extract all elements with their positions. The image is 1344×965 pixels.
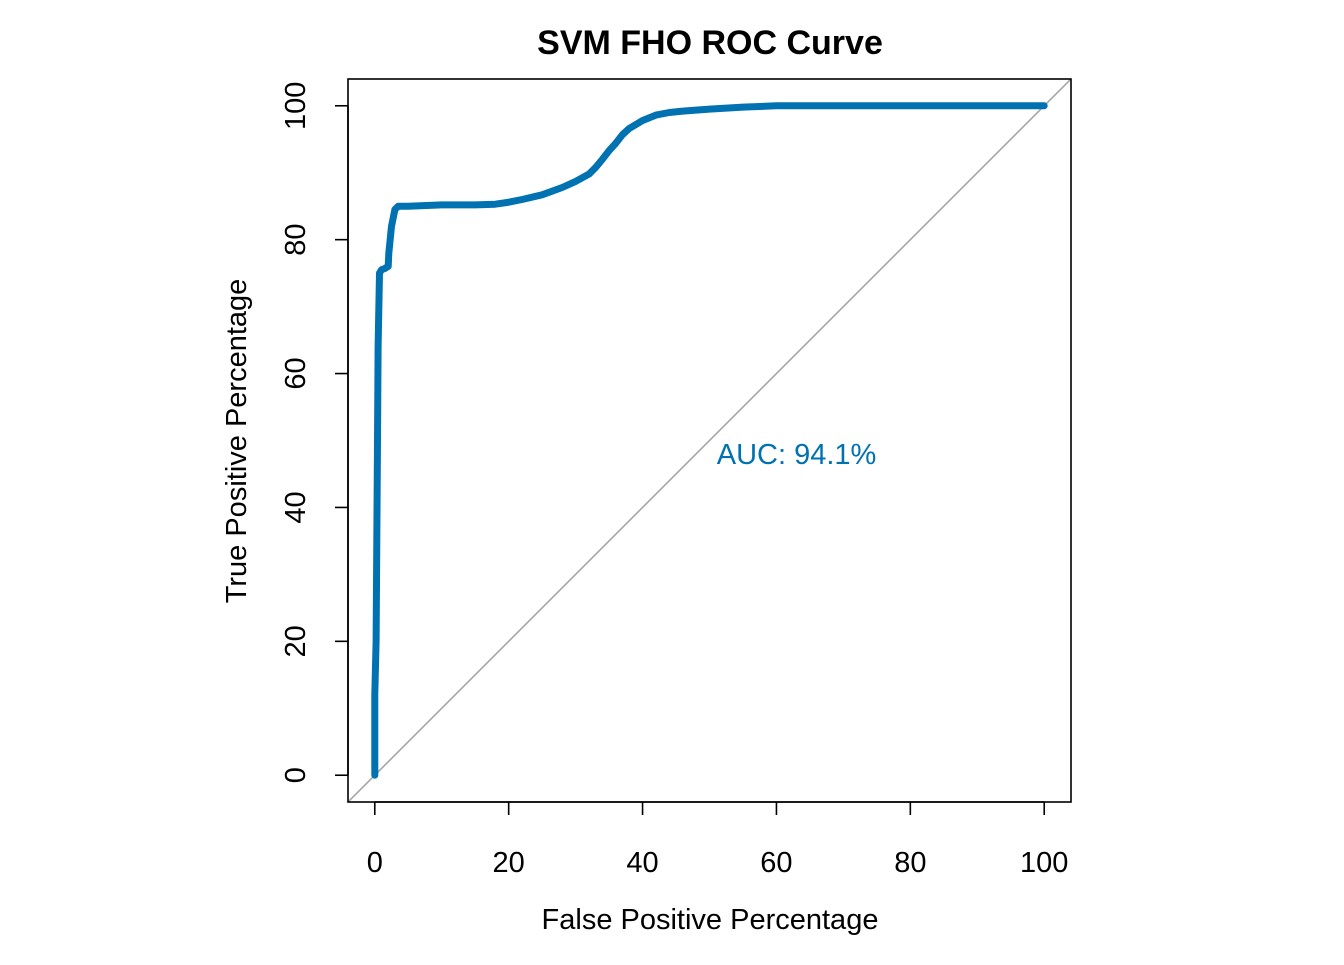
roc-curve-line <box>371 102 1048 779</box>
y-tick-label: 0 <box>280 767 312 783</box>
diagonal-layer <box>348 79 1071 802</box>
x-tick-label: 100 <box>1020 847 1068 879</box>
y-axis-label: True Positive Percentage <box>221 279 253 604</box>
y-tick-label: 60 <box>280 357 312 389</box>
chart-title: SVM FHO ROC Curve <box>537 24 883 62</box>
y-tick-label: 40 <box>280 491 312 523</box>
x-tick-label: 40 <box>626 847 658 879</box>
y-axis: 0 20 40 60 80 100 <box>280 82 349 783</box>
auc-annotation: AUC: 94.1% <box>717 439 877 471</box>
y-tick-label: 100 <box>280 82 312 130</box>
curve-layer <box>371 102 1048 779</box>
x-tick-label: 0 <box>367 847 383 879</box>
x-tick-label: 60 <box>760 847 792 879</box>
x-tick-label: 80 <box>894 847 926 879</box>
diagonal-reference-line <box>348 79 1071 802</box>
x-axis: 0 20 40 60 80 100 <box>367 801 1068 879</box>
y-tick-label: 80 <box>280 224 312 256</box>
x-axis-label: False Positive Percentage <box>542 904 879 936</box>
y-tick-label: 20 <box>280 625 312 657</box>
x-tick-label: 20 <box>493 847 525 879</box>
